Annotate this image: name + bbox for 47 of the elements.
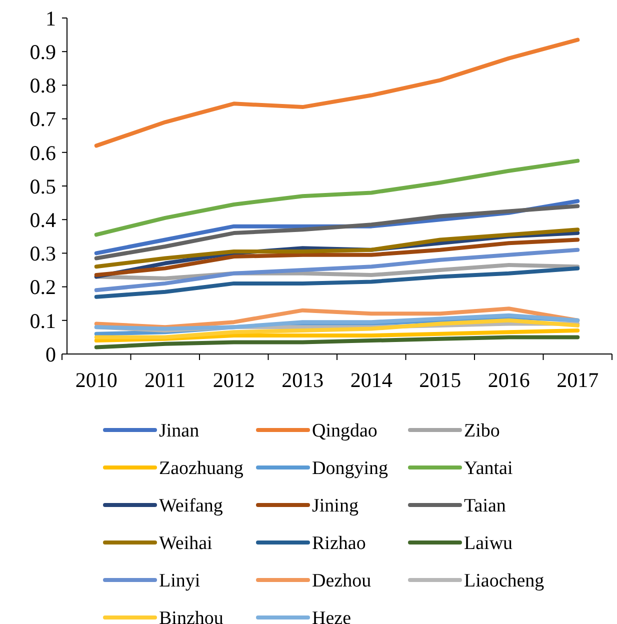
legend-label: Laiwu — [464, 533, 514, 554]
legend-label: Dongying — [312, 458, 388, 480]
y-tick-label: 0 — [46, 342, 56, 366]
line-series — [94, 38, 580, 148]
x-tick-label: 2012 — [212, 368, 255, 392]
x-tick-label: 2013 — [282, 368, 324, 392]
y-tick-label: 0.5 — [30, 174, 56, 198]
y-tick-label: 0.8 — [30, 74, 56, 98]
legend-label: Weifang — [159, 496, 224, 517]
y-tick-label: 0.7 — [30, 107, 56, 132]
legend-label: Qingdao — [312, 420, 378, 442]
legend-label: Zaozhuang — [159, 458, 244, 480]
x-tick-label: 2016 — [488, 368, 530, 392]
legend-label: Liaocheng — [464, 570, 545, 592]
legend-label: Yantai — [464, 458, 513, 480]
y-tick-label: 0.3 — [30, 242, 56, 266]
legend-label: Rizhao — [312, 533, 366, 554]
legend-label: Taian — [464, 496, 506, 517]
x-tick-label: 2011 — [144, 368, 186, 392]
y-tick-label: 1 — [46, 6, 56, 30]
legend-label: Heze — [312, 608, 352, 624]
y-tick-label: 0.9 — [30, 40, 56, 64]
line-series — [94, 158, 580, 237]
legend-label: Jining — [312, 496, 359, 517]
line-series — [94, 248, 580, 292]
legend-label: Weihai — [159, 533, 212, 554]
y-tick-label: 0.2 — [30, 275, 56, 300]
y-tick-label: 0.4 — [30, 208, 56, 232]
line-series — [94, 306, 580, 330]
legend-label: Jinan — [159, 420, 200, 442]
y-tick-label: 0.1 — [30, 308, 56, 333]
legend-label: Zibo — [464, 420, 500, 442]
y-tick-label: 0.6 — [30, 140, 56, 165]
x-tick-label: 2014 — [350, 368, 393, 392]
line-series — [94, 318, 580, 340]
legend-label: Dezhou — [312, 570, 372, 592]
x-tick-label: 2010 — [75, 368, 118, 392]
legend-label: Linyi — [159, 570, 200, 592]
x-tick-label: 2015 — [419, 368, 462, 392]
x-tick-label: 2017 — [556, 368, 599, 392]
line-series — [94, 328, 580, 343]
line-series — [94, 266, 580, 299]
line-series — [94, 228, 580, 269]
legend-label: Binzhou — [159, 608, 224, 624]
line-series — [94, 238, 580, 278]
line-series — [94, 335, 580, 350]
line-series — [94, 313, 580, 331]
